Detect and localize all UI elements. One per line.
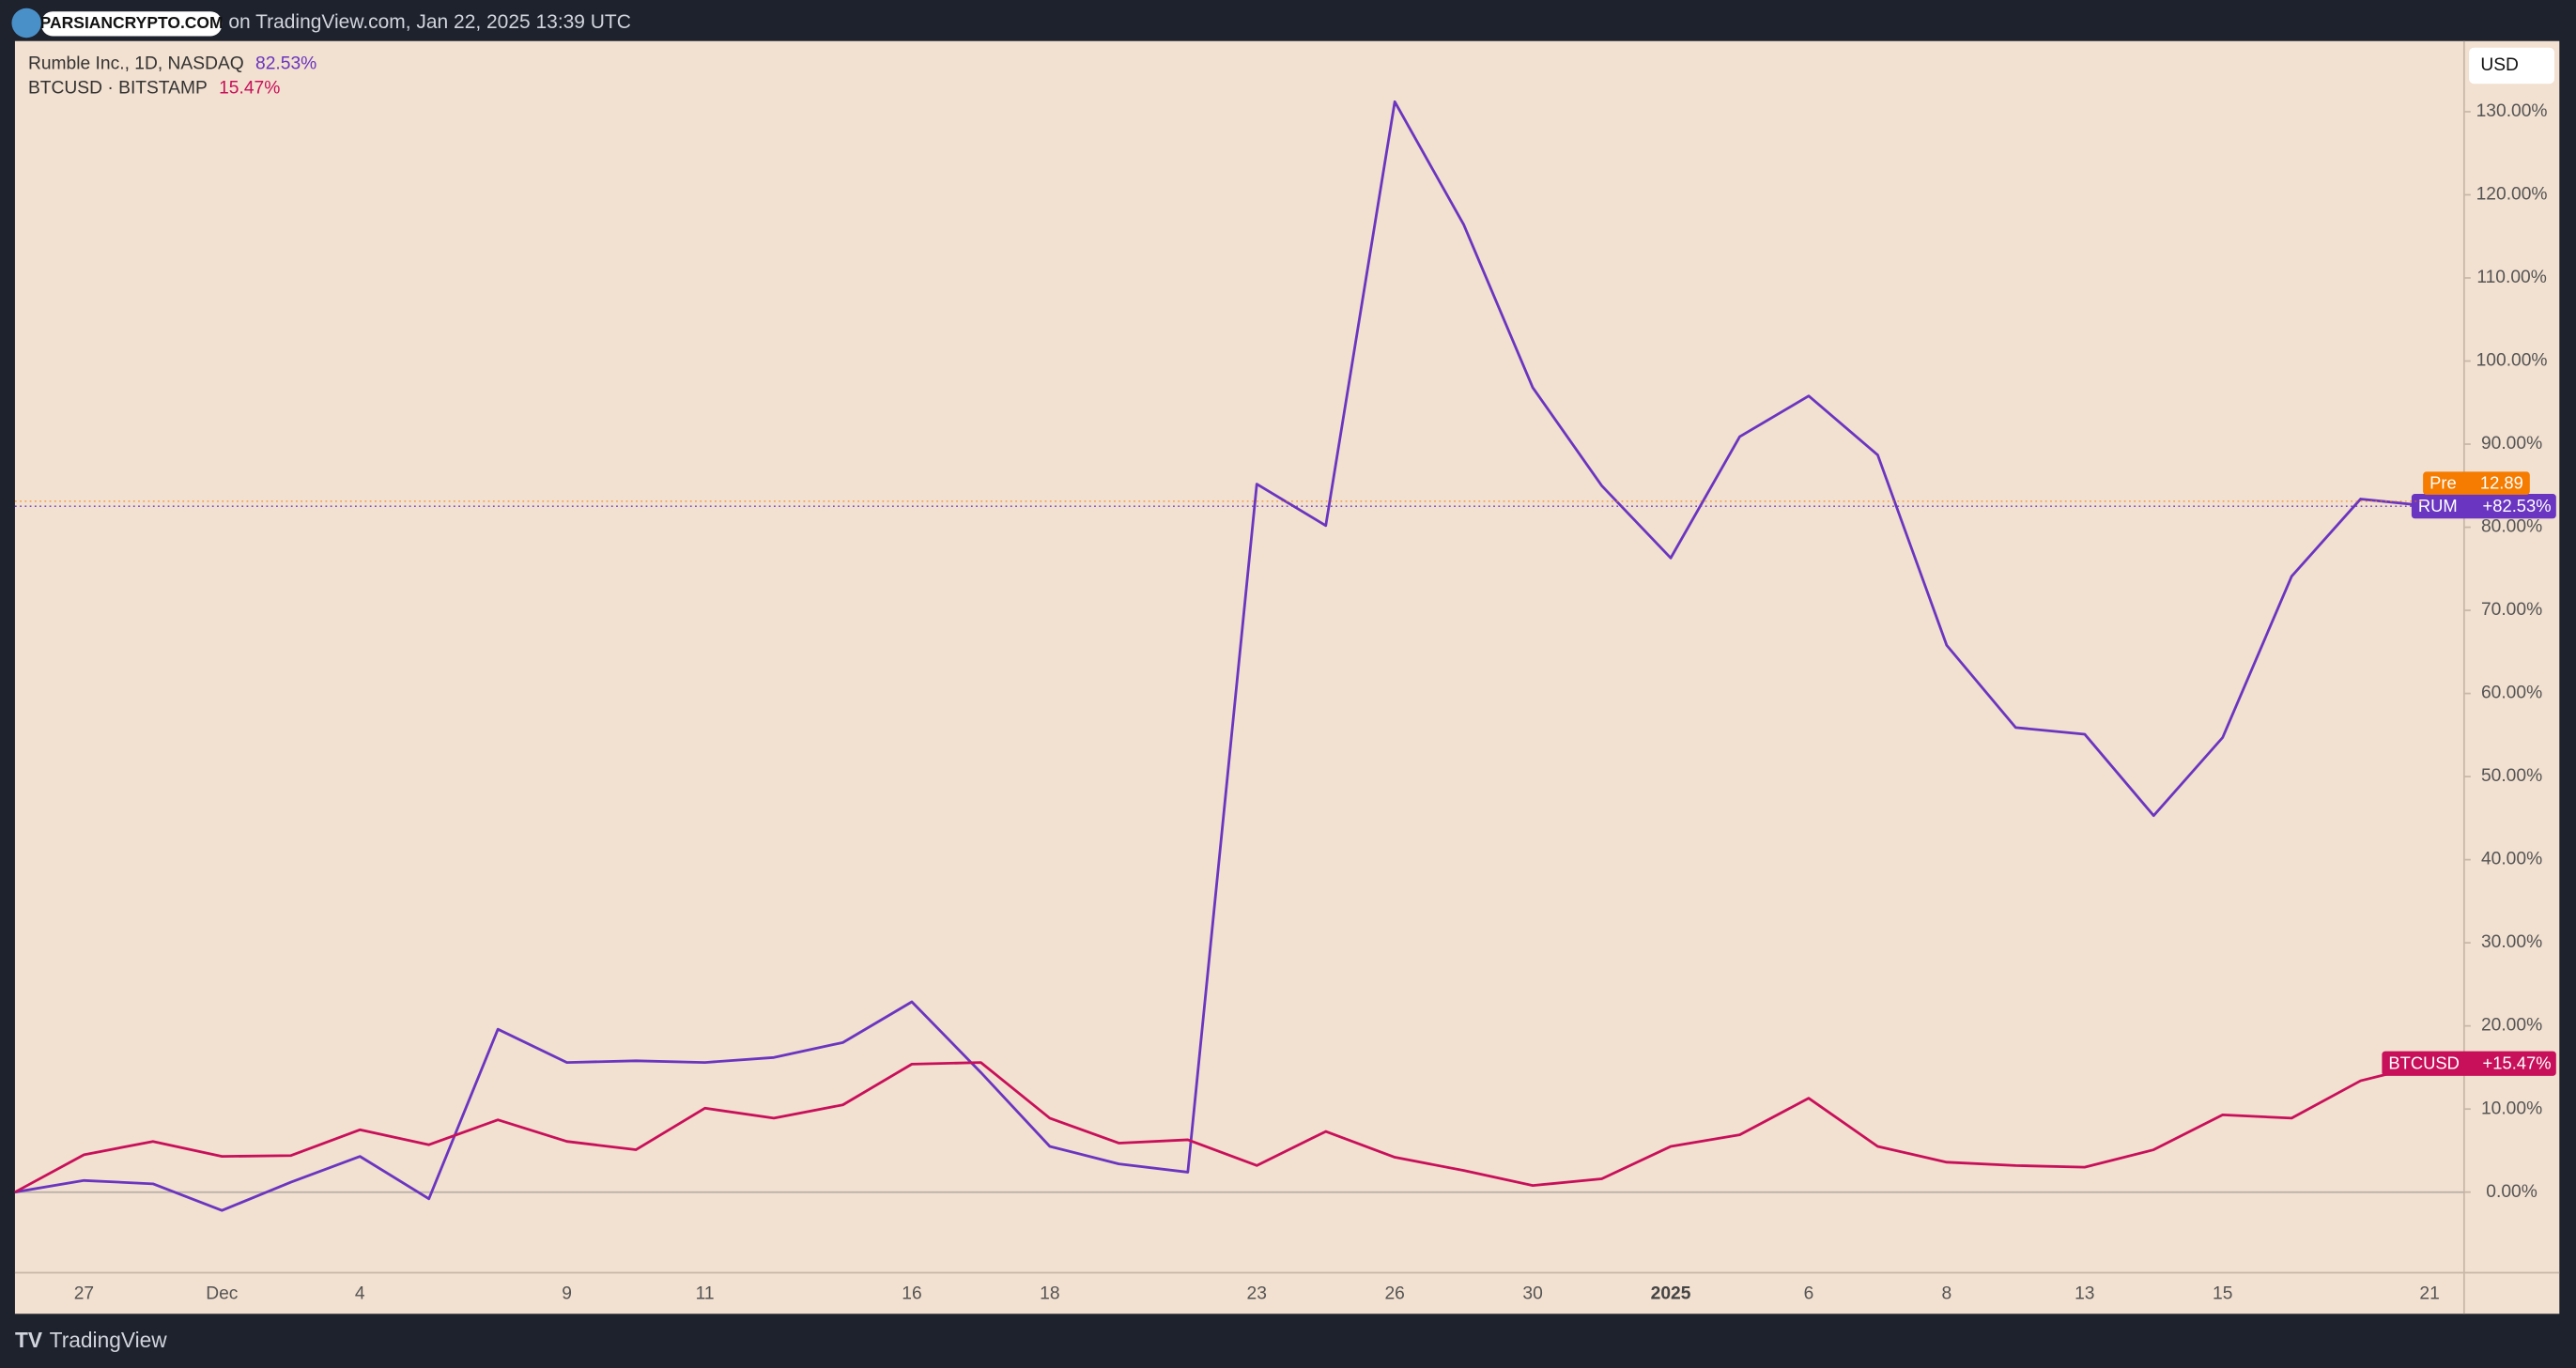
legend-value: 15.47% (219, 79, 280, 99)
x-tick-label: 21 (2419, 1283, 2439, 1303)
axis-tag-bg (2411, 494, 2556, 519)
series-line (14, 1061, 2430, 1193)
axis-tag-bg (2382, 1051, 2556, 1076)
x-tick-label: 27 (74, 1283, 94, 1303)
x-tick-label: 16 (902, 1283, 921, 1303)
y-tick-label: 90.00% (2481, 434, 2542, 453)
x-tick-label: 18 (1040, 1283, 1059, 1303)
watermark-bg (40, 11, 223, 37)
axis-tag: BTCUSD (2388, 1053, 2459, 1072)
header: on TradingView.com, Jan 22, 2025 13:39 U… (228, 11, 631, 33)
y-tick-label: 0.00% (2486, 1182, 2537, 1202)
legend-value: 82.53% (255, 54, 316, 73)
axis-tag-value: +15.47% (2483, 1053, 2552, 1072)
logo (11, 8, 41, 38)
x-tick-label: 26 (1384, 1283, 1404, 1303)
axis-tag: RUM (2418, 496, 2458, 515)
legend-name: Rumble Inc., 1D, NASDAQ (28, 54, 244, 73)
x-tick-label: 4 (355, 1283, 365, 1303)
x-tick-label: 8 (1942, 1283, 1952, 1303)
y-tick-label: 110.00% (2476, 268, 2547, 287)
x-tick-label: Dec (206, 1283, 239, 1303)
axis-tag-value: +82.53% (2483, 496, 2552, 515)
plot-background (14, 40, 2560, 1314)
premarket-label: Pre (2429, 472, 2457, 492)
legend-name: BTCUSD · BITSTAMP (28, 79, 208, 99)
watermark: PARSIANCRYPTO.COM (40, 13, 224, 32)
y-tick-label: 30.00% (2481, 932, 2542, 952)
y-tick-label: 130.00% (2476, 101, 2548, 121)
y-tick-label: 70.00% (2481, 600, 2542, 620)
y-tick-label: 60.00% (2481, 684, 2542, 703)
footer: TradingView (50, 1328, 168, 1352)
series-line (14, 100, 2430, 1212)
x-tick-label: 30 (1522, 1283, 1542, 1303)
footer-logo: TV (15, 1328, 42, 1352)
x-tick-label: 11 (696, 1283, 715, 1303)
x-tick-label: 23 (1247, 1283, 1267, 1303)
currency-box[interactable] (2469, 47, 2555, 85)
premarket-value: 12.89 (2480, 472, 2523, 492)
premarket-bg (2423, 471, 2530, 495)
y-tick-label: 80.00% (2481, 517, 2542, 537)
y-tick-label: 100.00% (2476, 351, 2548, 371)
y-tick-label: 10.00% (2481, 1099, 2542, 1118)
y-tick-label: 50.00% (2481, 766, 2542, 786)
x-tick-label: 13 (2075, 1283, 2094, 1303)
y-tick-label: 20.00% (2481, 1016, 2542, 1036)
x-tick-label: 9 (562, 1283, 572, 1303)
x-tick-label: 6 (1804, 1283, 1814, 1303)
x-tick-label: 2025 (1651, 1283, 1691, 1303)
x-tick-label: 15 (2213, 1283, 2232, 1303)
y-tick-label: 40.00% (2481, 850, 2542, 869)
y-tick-label: 120.00% (2476, 185, 2548, 205)
currency[interactable]: USD (2480, 55, 2519, 75)
